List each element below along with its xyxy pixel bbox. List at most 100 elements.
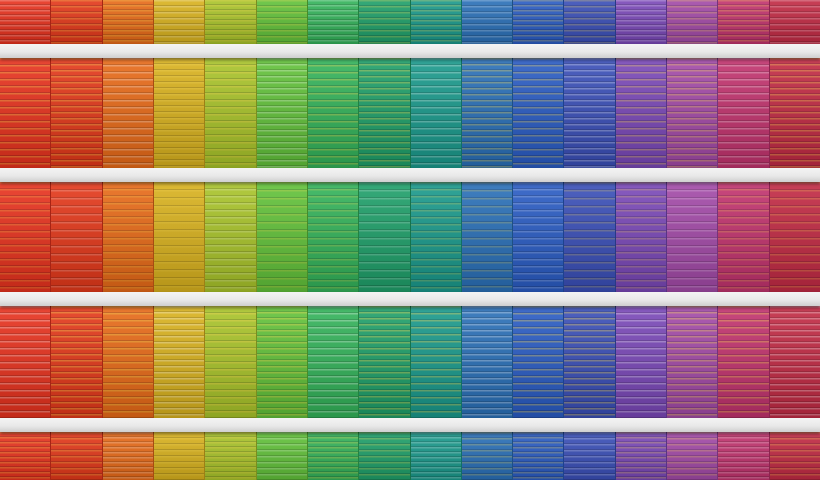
- louver-panel: [513, 0, 565, 44]
- louver-slats: [513, 182, 564, 292]
- floor-ledge: [0, 418, 820, 432]
- louver-panel: [0, 0, 52, 44]
- louver-slats: [461, 306, 513, 418]
- louver-panel: [461, 432, 514, 480]
- louver-slats: [153, 58, 205, 168]
- louver-slats: [102, 182, 153, 292]
- window-band: [0, 432, 820, 480]
- louver-panel: [307, 432, 360, 480]
- louver-slats: [153, 0, 205, 44]
- louver-slats: [153, 432, 205, 480]
- louver-panel: [153, 306, 206, 418]
- louver-panel: [205, 0, 257, 44]
- louver-slats: [718, 306, 769, 418]
- louver-panel: [307, 182, 360, 292]
- louver-panel: [153, 0, 206, 44]
- louver-panel: [718, 182, 770, 292]
- window-band: [0, 306, 820, 418]
- louver-slats: [205, 58, 256, 168]
- louver-panel: [718, 432, 770, 480]
- louver-panel: [410, 306, 462, 418]
- louver-slats: [0, 0, 51, 44]
- louver-panel: [461, 0, 514, 44]
- louver-panel: [256, 0, 308, 44]
- louver-slats: [769, 432, 820, 480]
- louver-slats: [513, 0, 564, 44]
- louver-panel: [769, 58, 820, 168]
- louver-slats: [102, 0, 153, 44]
- louver-panel: [153, 182, 206, 292]
- louver-slats: [461, 0, 513, 44]
- louver-slats: [0, 58, 51, 168]
- louver-slats: [769, 306, 820, 418]
- louver-slats: [205, 182, 256, 292]
- louver-slats: [718, 432, 769, 480]
- louver-panel: [102, 58, 154, 168]
- louver-panel: [564, 58, 616, 168]
- louver-slats: [564, 306, 615, 418]
- louver-panel: [718, 306, 770, 418]
- louver-slats: [769, 58, 820, 168]
- louver-panel: [359, 182, 411, 292]
- louver-panel: [307, 0, 360, 44]
- louver-slats: [667, 306, 718, 418]
- louver-slats: [667, 58, 718, 168]
- louver-slats: [205, 0, 256, 44]
- louver-slats: [359, 182, 410, 292]
- louver-slats: [615, 58, 667, 168]
- louver-panel: [513, 58, 565, 168]
- floor-ledge: [0, 44, 820, 58]
- louver-slats: [359, 306, 410, 418]
- louver-slats: [153, 306, 205, 418]
- louver-slats: [102, 58, 153, 168]
- louver-slats: [410, 0, 461, 44]
- window-band: [0, 58, 820, 168]
- louver-slats: [51, 306, 102, 418]
- louver-slats: [256, 0, 307, 44]
- louver-panel: [410, 182, 462, 292]
- louver-panel: [0, 182, 52, 292]
- louver-slats: [513, 58, 564, 168]
- louver-panel: [51, 432, 103, 480]
- louver-slats: [769, 0, 820, 44]
- louver-panel: [359, 432, 411, 480]
- louver-slats: [256, 306, 307, 418]
- louver-panel: [513, 306, 565, 418]
- louver-slats: [461, 58, 513, 168]
- louver-panel: [0, 306, 52, 418]
- louver-slats: [667, 182, 718, 292]
- louver-panel: [205, 182, 257, 292]
- louver-slats: [359, 0, 410, 44]
- louver-panel: [718, 0, 770, 44]
- louver-panel: [0, 58, 52, 168]
- louver-panel: [205, 58, 257, 168]
- louver-panel: [51, 0, 103, 44]
- louver-slats: [564, 0, 615, 44]
- louver-panel: [615, 58, 668, 168]
- floor-ledge: [0, 292, 820, 306]
- louver-slats: [718, 0, 769, 44]
- louver-panel: [0, 432, 52, 480]
- louver-slats: [564, 182, 615, 292]
- louver-panel: [359, 0, 411, 44]
- louver-slats: [307, 0, 359, 44]
- louver-slats: [769, 182, 820, 292]
- louver-panel: [256, 182, 308, 292]
- window-band: [0, 182, 820, 292]
- louver-slats: [51, 432, 102, 480]
- louver-slats: [51, 58, 102, 168]
- louver-panel: [564, 182, 616, 292]
- louver-panel: [256, 432, 308, 480]
- louver-slats: [564, 58, 615, 168]
- louver-slats: [667, 0, 718, 44]
- louver-panel: [564, 432, 616, 480]
- louver-slats: [256, 432, 307, 480]
- louver-panel: [769, 182, 820, 292]
- louver-panel: [513, 182, 565, 292]
- louver-panel: [718, 58, 770, 168]
- louver-slats: [51, 0, 102, 44]
- louver-panel: [461, 58, 514, 168]
- louver-panel: [769, 432, 820, 480]
- louver-slats: [410, 182, 461, 292]
- louver-slats: [615, 0, 667, 44]
